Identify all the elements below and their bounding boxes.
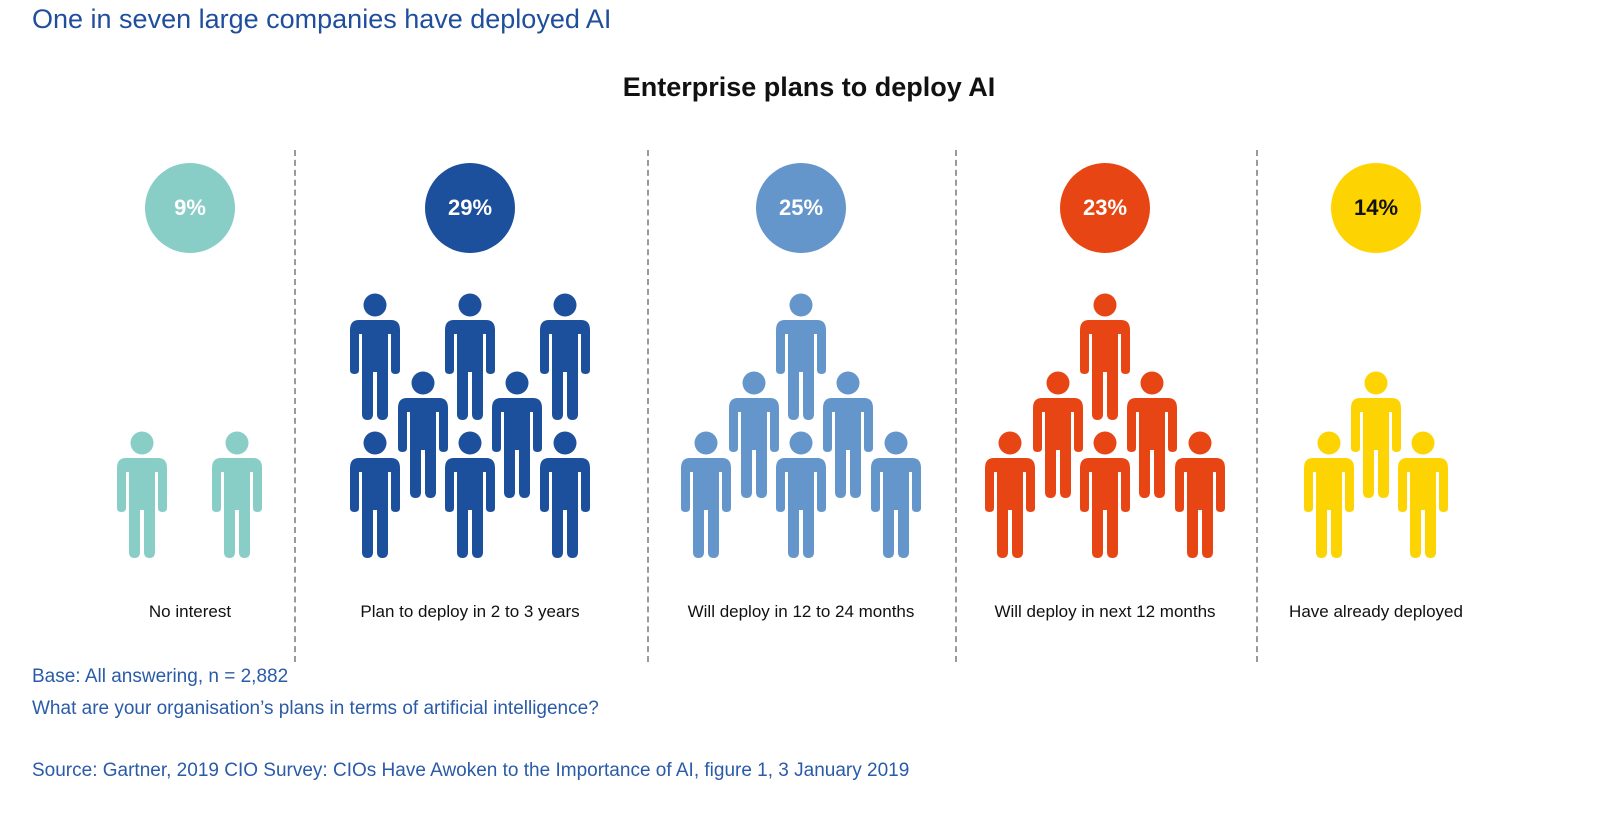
- person-icon: [212, 431, 262, 558]
- person-icon: [871, 431, 921, 558]
- category-label: Will deploy in 12 to 24 months: [687, 602, 915, 621]
- person-icon: [492, 371, 542, 498]
- people-group: [1304, 371, 1448, 558]
- person-icon: [1033, 371, 1083, 498]
- person-icon: [1351, 371, 1401, 498]
- chart-title: Enterprise plans to deploy AI: [622, 72, 996, 102]
- person-icon: [445, 431, 495, 558]
- people-group: [985, 293, 1225, 558]
- category-label: Plan to deploy in 2 to 3 years: [360, 602, 580, 621]
- question-note: What are your organisation’s plans in te…: [32, 698, 599, 719]
- category-column: 14% Have already deployed: [1216, 160, 1536, 660]
- value-badge: 29%: [425, 163, 515, 253]
- person-icon: [540, 431, 590, 558]
- people-group: [350, 293, 590, 558]
- column-divider: [955, 150, 957, 662]
- base-note: Base: All answering, n = 2,882: [32, 666, 289, 687]
- category-column: 29% Plan to deploy in 2 to 3 years: [310, 160, 630, 660]
- person-icon: [1398, 431, 1448, 558]
- person-icon: [1080, 293, 1130, 420]
- category-label: Will deploy in next 12 months: [994, 602, 1216, 621]
- category-column: 25% Will deploy in 12 to 24 months: [641, 160, 961, 660]
- category-label: No interest: [148, 602, 232, 621]
- person-icon: [350, 293, 400, 420]
- column-divider: [294, 150, 296, 662]
- person-icon: [1175, 431, 1225, 558]
- value-badge: 9%: [145, 163, 235, 253]
- person-icon: [776, 431, 826, 558]
- person-icon: [540, 293, 590, 420]
- person-icon: [776, 293, 826, 420]
- person-icon: [823, 371, 873, 498]
- person-icon: [681, 431, 731, 558]
- headline: One in seven large companies have deploy…: [32, 4, 612, 34]
- column-divider: [1256, 150, 1258, 662]
- people-group: [681, 293, 921, 558]
- person-icon: [350, 431, 400, 558]
- person-icon: [1127, 371, 1177, 498]
- value-badge: 23%: [1060, 163, 1150, 253]
- people-group: [117, 431, 262, 558]
- person-icon: [1080, 431, 1130, 558]
- category-column: 9% No interest: [30, 160, 350, 660]
- value-badge: 25%: [756, 163, 846, 253]
- value-badge: 14%: [1331, 163, 1421, 253]
- person-icon: [729, 371, 779, 498]
- source-note: Source: Gartner, 2019 CIO Survey: CIOs H…: [32, 760, 910, 781]
- person-icon: [1304, 431, 1354, 558]
- category-label: Have already deployed: [1289, 602, 1463, 621]
- person-icon: [445, 293, 495, 420]
- person-icon: [117, 431, 167, 558]
- person-icon: [398, 371, 448, 498]
- category-column: 23% Will deploy in next 12 months: [945, 160, 1265, 660]
- person-icon: [985, 431, 1035, 558]
- column-divider: [647, 150, 649, 662]
